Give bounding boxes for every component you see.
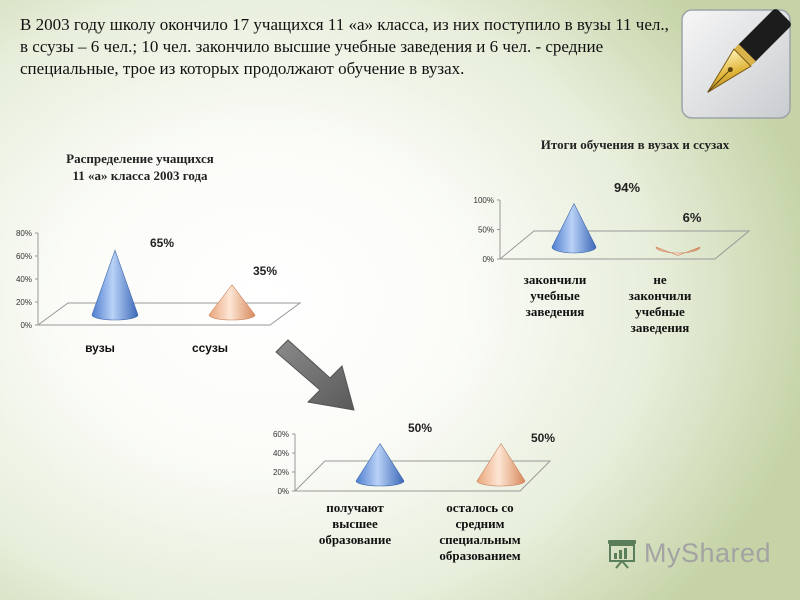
y-tick-label: 60% (273, 430, 289, 439)
chart2-category-label: не закончили учебные заведения (628, 272, 692, 335)
data-label: 94% (614, 180, 640, 195)
data-label: 65% (150, 236, 174, 250)
data-label: 50% (531, 431, 555, 445)
y-tick-label: 50% (478, 226, 494, 235)
cone-bar (91, 249, 139, 321)
chart1-category-label: вузы (85, 341, 115, 355)
intro-paragraph: В 2003 году школу окончило 17 учащихся 1… (20, 15, 669, 78)
chart1: 0% 20% 40% 60% 80% 65% 35% (16, 229, 302, 330)
y-tick-label: 20% (273, 468, 289, 477)
chart2: 0% 50% 100% 94% 6% (474, 180, 751, 264)
chart1-category-label: ссузы (191, 341, 229, 355)
data-label: 6% (683, 210, 702, 225)
cone-bar (655, 246, 701, 256)
chart2-title: Итоги обучения в вузах и ссузах (540, 137, 730, 152)
chart3-category-label: получают высшее образование (318, 500, 392, 547)
chart2-category-label: закончили учебные заведения (523, 272, 587, 319)
cone-bar (551, 202, 597, 254)
chart1-title: Распределение учащихся 11 «а» класса 200… (66, 151, 214, 183)
y-tick-label: 100% (474, 196, 494, 205)
data-label: 35% (253, 264, 277, 278)
data-label: 50% (408, 421, 432, 435)
y-tick-label: 0% (277, 487, 289, 496)
down-right-arrow-icon (272, 338, 362, 423)
y-tick-label: 20% (16, 298, 32, 307)
y-tick-label: 80% (16, 229, 32, 238)
presentation-board-icon (608, 540, 636, 569)
logo-text: MyShared (644, 537, 772, 568)
chart3-category-label: осталось со средним специальным образова… (439, 500, 521, 563)
y-tick-label: 40% (16, 275, 32, 284)
y-tick-label: 0% (482, 255, 494, 264)
myshared-logo: MyShared (606, 537, 771, 569)
fountain-pen-icon (676, 4, 796, 129)
y-tick-label: 60% (16, 252, 32, 261)
cone-bar (208, 284, 256, 321)
y-tick-label: 0% (20, 321, 32, 330)
y-tick-label: 40% (273, 449, 289, 458)
cone-bar (355, 442, 405, 487)
chart3: 0% 20% 40% 60% 50% 50% (273, 421, 555, 496)
cone-bar (476, 442, 526, 487)
